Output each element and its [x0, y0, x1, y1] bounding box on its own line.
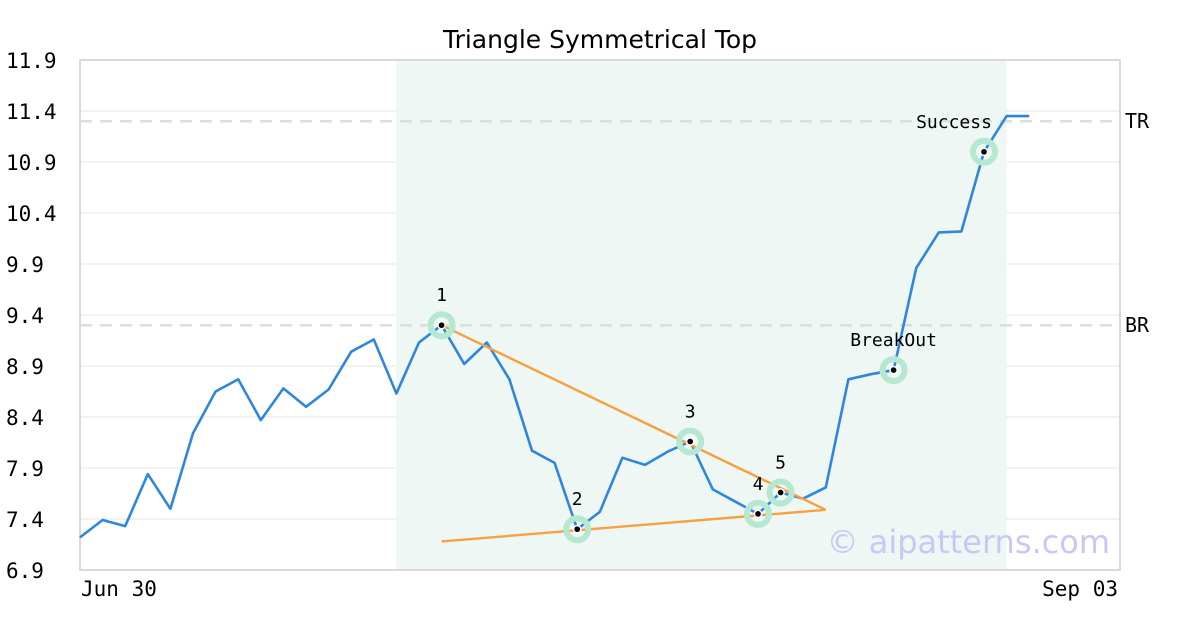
- x-label-start: Jun 30: [81, 577, 157, 601]
- y-tick-label: 11.4: [6, 100, 57, 124]
- point-ring-success: [970, 137, 998, 166]
- plot-frame: [79, 59, 1121, 571]
- point-label-1: 1: [436, 285, 447, 306]
- pattern-highlight: [396, 60, 1007, 570]
- y-tick-label: 8.9: [6, 355, 44, 379]
- level-label-br: BR: [1125, 313, 1150, 337]
- y-axis-ticks: 6.9 7.4 7.9 8.4 8.9 9.4 9.9 10.4 10.9 11.4 11.9: [6, 49, 57, 583]
- chart-title: Triangle Symmetrical Top: [442, 25, 757, 54]
- x-label-end: Sep 03: [1042, 577, 1118, 601]
- y-tick-label: 8.4: [6, 406, 44, 430]
- point-ring-5: [766, 478, 795, 507]
- point-dot-2: [572, 524, 582, 534]
- point-ring-2: [563, 515, 592, 544]
- y-tick-label: 10.9: [6, 151, 57, 175]
- point-dot-1: [437, 320, 446, 330]
- point-label-4: 4: [753, 474, 764, 495]
- y-tick-label: 6.9: [6, 559, 44, 583]
- watermark: © aipatterns.com: [827, 523, 1110, 561]
- point-ring-3: [676, 427, 705, 456]
- point-dot-success: [979, 147, 989, 157]
- y-tick-label: 11.9: [6, 49, 57, 73]
- y-tick-label: 10.4: [6, 202, 57, 226]
- price-series: [79, 114, 1030, 539]
- point-label-3: 3: [685, 401, 696, 422]
- point-ring-4: [744, 499, 772, 528]
- highlight-region: [396, 60, 1007, 570]
- level-label-tr: TR: [1125, 109, 1150, 133]
- point-label-success: Success: [916, 112, 992, 133]
- point-label-5: 5: [775, 452, 786, 473]
- y-tick-label: 7.9: [6, 457, 44, 481]
- point-ring-1: [427, 311, 456, 340]
- upper-trend-line: [441, 324, 827, 511]
- point-label-2: 2: [572, 489, 583, 510]
- y-tick-label: 9.9: [6, 253, 44, 277]
- point-dot-5: [776, 488, 785, 497]
- point-ring-breakout: [879, 356, 908, 385]
- pattern-points: 1 2 3 45 BreakOut Success: [427, 112, 998, 544]
- point-dot-breakout: [889, 365, 898, 375]
- price-line: [79, 114, 1030, 539]
- y-tick-label: 9.4: [6, 304, 44, 328]
- plot-border: [79, 59, 1121, 571]
- y-tick-label: 7.4: [6, 508, 44, 532]
- level-lines: TR BR: [80, 109, 1150, 337]
- point-dot-4: [753, 509, 763, 519]
- point-dot-3: [685, 437, 695, 446]
- point-label-breakout: BreakOut: [850, 330, 937, 351]
